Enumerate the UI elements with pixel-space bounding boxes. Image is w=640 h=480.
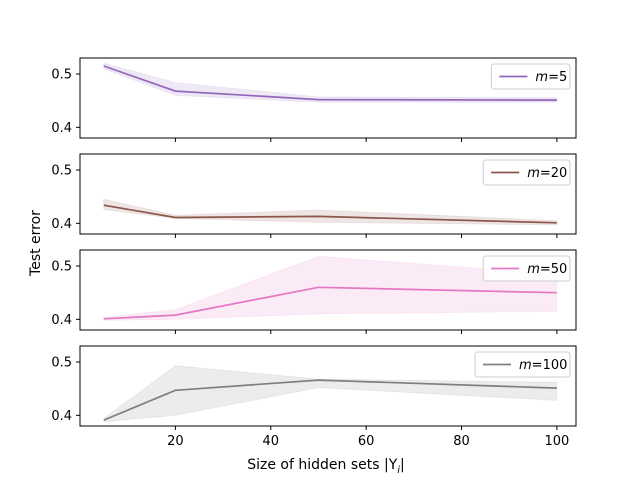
legend-m100: m=100 [474, 351, 571, 378]
data-point-m5-0 [102, 64, 105, 67]
legend-label: m=5 [535, 70, 567, 85]
legend-box [474, 351, 571, 378]
confidence-band-m100 [103, 365, 558, 423]
confidence-band-m20 [103, 198, 558, 226]
data-point-m20-2 [317, 215, 320, 218]
data-point-m100-0 [102, 419, 105, 422]
data-point-m100-3 [555, 387, 558, 390]
axes-frame-m5 [79, 57, 577, 139]
axes-frame-m100 [79, 345, 577, 427]
data-point-m20-1 [174, 216, 177, 219]
panel-m20: 0.4 0.5 m=20 [51, 153, 577, 238]
panel-m100: 0.4 0.5 20 40 60 80 100 m=100 [51, 345, 577, 449]
data-point-m20-3 [555, 221, 558, 224]
legend-m5: m=5 [490, 63, 571, 90]
series-line-m20 [103, 204, 557, 224]
data-point-m5-1 [174, 90, 177, 93]
legend-m20: m=20 [482, 159, 571, 186]
legend-m50: m=50 [482, 255, 571, 282]
legend-label: m=50 [527, 262, 567, 277]
legend-label: m=20 [527, 166, 567, 181]
data-point-m100-1 [174, 389, 177, 392]
data-point-m20-0 [102, 204, 105, 207]
x-tick-label: 20 [167, 434, 184, 449]
data-point-m5-2 [317, 98, 320, 101]
data-point-m100-2 [317, 379, 320, 382]
y-axis-label: Test error [28, 210, 44, 277]
confidence-band-m5 [103, 62, 558, 103]
legend-box [482, 255, 571, 282]
y-tick-label-m50: 0.5 [51, 260, 72, 275]
x-tick-label: 60 [358, 434, 375, 449]
y-tick-label-m20: 0.5 [51, 164, 72, 179]
x-tick-label: 80 [453, 434, 470, 449]
axes-frame-m50 [79, 249, 577, 331]
panel-m5: 0.4 0.5 m=5 [51, 57, 577, 142]
y-tick-label-m100: 0.4 [51, 409, 72, 424]
data-point-m50-3 [555, 291, 558, 294]
y-tick-label-m5: 0.4 [51, 121, 72, 136]
data-point-m50-2 [317, 286, 320, 289]
y-tick-label-m100: 0.5 [51, 356, 72, 371]
panel-m50: 0.4 0.5 m=50 [51, 249, 577, 334]
x-axis-label-subscript: i [397, 465, 400, 476]
x-axis-label: Size of hidden sets |Yi| [247, 457, 405, 476]
axes-frame-m20 [79, 153, 577, 235]
y-tick-label-m50: 0.4 [51, 313, 72, 328]
x-tick-label: 100 [545, 434, 570, 449]
series-line-m50 [103, 286, 557, 320]
legend-box [482, 159, 571, 186]
data-point-m50-1 [174, 314, 177, 317]
y-tick-label-m20: 0.4 [51, 217, 72, 232]
data-point-m5-3 [555, 99, 558, 102]
y-tick-label-m5: 0.5 [51, 68, 72, 83]
x-tick-label: 40 [262, 434, 279, 449]
legend-box [490, 63, 571, 90]
series-line-m100 [103, 379, 557, 421]
data-point-m50-0 [102, 317, 105, 320]
legend-label: m=100 [519, 358, 567, 373]
series-line-m5 [103, 65, 557, 101]
